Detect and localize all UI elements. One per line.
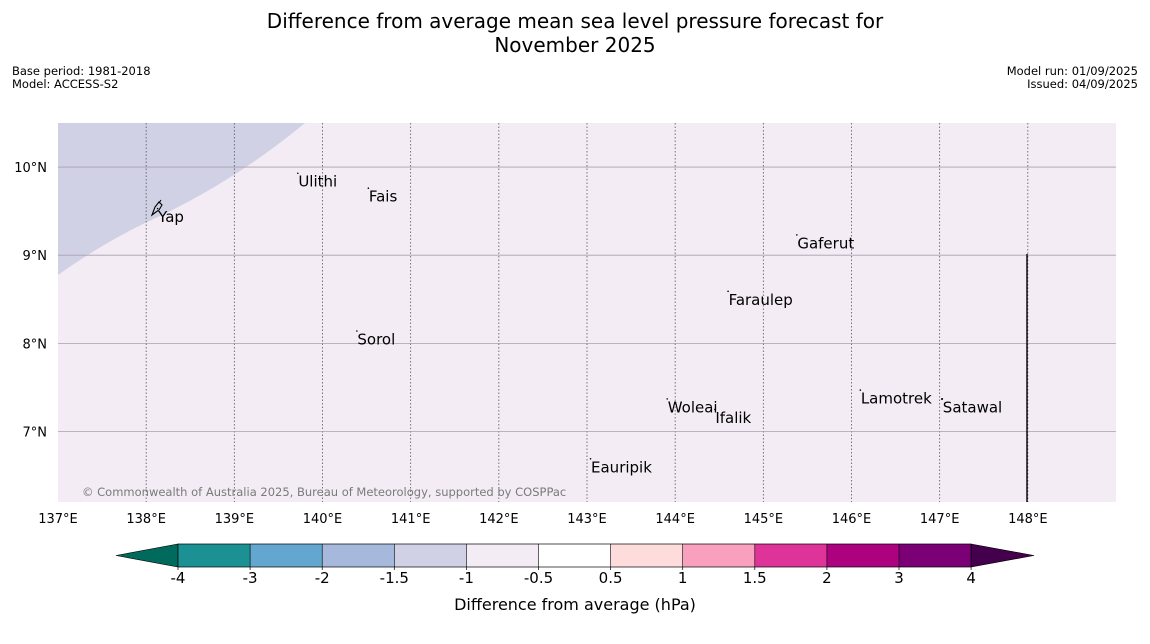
latitude-tick-label: 7°N <box>23 425 48 440</box>
place-label: Gaferut <box>797 234 854 252</box>
colorbar-tick-label: -1.5 <box>380 569 409 587</box>
colorbar-segment <box>394 544 467 567</box>
chart-title: Difference from average mean sea level p… <box>0 9 1150 57</box>
graticule <box>58 123 1116 502</box>
colorbar: -4 -3 -2 -1.5 -1 -0.5 0.5 1 1.5 2 3 4 <box>115 543 1035 587</box>
longitude-tick-label: 141°E <box>391 512 431 527</box>
colorbar-frame <box>177 543 972 568</box>
place-label: Eauripik <box>591 458 652 476</box>
latitude-tick-label: 10°N <box>14 161 47 176</box>
meta-right: Model run: 01/09/2025 Issued: 04/09/2025 <box>1007 65 1138 91</box>
title-line-2: November 2025 <box>494 33 656 57</box>
colorbar-segment <box>250 544 323 567</box>
colorbar-segment <box>322 544 395 567</box>
model-text: Model: ACCESS-S2 <box>12 77 119 91</box>
longitude-tick-label: 140°E <box>303 512 343 527</box>
place-marker <box>356 330 358 332</box>
pressure-anomaly-region <box>58 123 305 275</box>
colorbar-tick-label: 0.5 <box>599 569 623 587</box>
place-label: Woleai <box>668 398 718 416</box>
place-label: Ifalik <box>715 409 751 427</box>
colorbar-segment <box>466 544 539 567</box>
longitude-tick-label: 139°E <box>215 512 255 527</box>
longitude-tick-label: 146°E <box>832 512 872 527</box>
issued-text: Issued: 04/09/2025 <box>1027 77 1138 91</box>
colorbar-tick-label: 1.5 <box>743 569 767 587</box>
longitude-tick-label: 142°E <box>479 512 519 527</box>
colorbar-low-extension <box>115 543 179 568</box>
colorbar-segment <box>682 544 756 567</box>
place-label: Yap <box>157 208 184 226</box>
colorbar-tick-label: -1 <box>459 569 474 587</box>
meta-left: Base period: 1981-2018 Model: ACCESS-S2 <box>12 65 151 91</box>
base-period-text: Base period: 1981-2018 <box>12 64 151 78</box>
colorbar-tick-label: 2 <box>822 569 832 587</box>
colorbar-tick-label: -0.5 <box>524 569 553 587</box>
place-label: Lamotrek <box>861 390 932 408</box>
colorbar-segment <box>538 544 611 567</box>
place-marker <box>859 389 862 391</box>
latitude-tick-label: 8°N <box>23 337 48 352</box>
longitude-tick-label: 148°E <box>1008 512 1048 527</box>
colorbar-segment <box>899 544 972 567</box>
place-label: Sorol <box>357 331 395 349</box>
colorbar-segment <box>610 544 684 567</box>
colorbar-tick-label: -3 <box>243 569 258 587</box>
island-dot <box>941 398 943 400</box>
place-marker <box>367 187 370 190</box>
place-marker <box>714 408 716 411</box>
place-marker <box>727 290 729 293</box>
colorbar-segment <box>178 544 251 567</box>
longitude-tick-label: 143°E <box>567 512 607 527</box>
place-label: Satawal <box>943 398 1002 416</box>
longitude-tick-label: 137°E <box>38 512 78 527</box>
colorbar-tick-label: -4 <box>171 569 186 587</box>
yap-island <box>150 199 163 217</box>
longitude-tick-label: 138°E <box>126 512 166 527</box>
place-label: Ulithi <box>298 173 337 191</box>
place-marker <box>589 458 592 460</box>
place-marker <box>796 234 798 236</box>
colorbar-tick-label: -2 <box>315 569 330 587</box>
longitude-tick-label: 147°E <box>920 512 960 527</box>
colorbar-segment <box>754 544 828 567</box>
latitude-tick-label: 9°N <box>23 249 48 264</box>
colorbar-label: Difference from average (hPa) <box>454 595 696 614</box>
longitude-tick-label: 144°E <box>655 512 695 527</box>
place-marker <box>156 207 159 210</box>
title-line-1: Difference from average mean sea level p… <box>266 9 884 33</box>
place-label: Fais <box>369 188 398 206</box>
place-label: Faraulep <box>729 291 793 309</box>
axis-labels: 137°E 138°E 139°E 140°E 141°E 142°E 143°E 144°E… <box>14 161 1047 527</box>
copyright-text: © Commonwealth of Australia 2025, Bureau… <box>82 485 566 499</box>
colorbar-tick-label: 3 <box>894 569 904 587</box>
colorbar-tick-label: 4 <box>966 569 976 587</box>
colorbar-segment <box>826 544 900 567</box>
colorbar-tick-label: 1 <box>678 569 688 587</box>
places: Ulithi Fais Yap Gaferut Faraulep Sorol Lamotre… <box>156 172 1002 476</box>
place-marker <box>666 398 669 400</box>
longitude-tick-label: 145°E <box>744 512 784 527</box>
place-marker <box>297 172 299 175</box>
colorbar-high-extension <box>970 543 1035 568</box>
model-run-text: Model run: 01/09/2025 <box>1006 64 1138 78</box>
